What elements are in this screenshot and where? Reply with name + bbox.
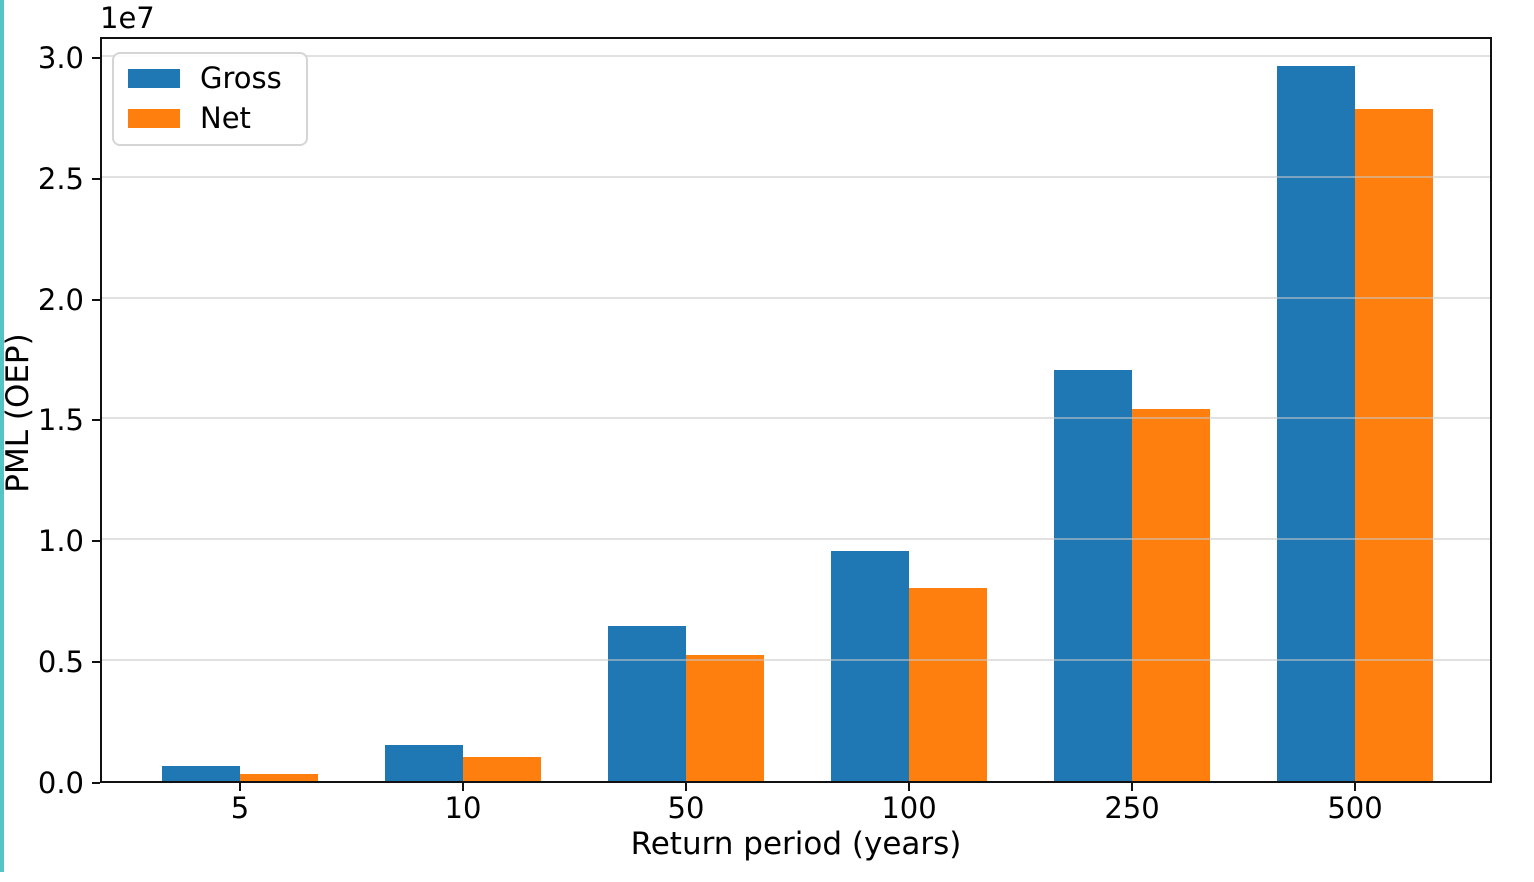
bar-gross-10 <box>385 745 463 781</box>
x-tick-mark-5 <box>239 783 241 791</box>
bar-net-10 <box>463 757 541 781</box>
y-tick-mark-3.0 <box>92 57 100 59</box>
gridline-y-2.0 <box>102 297 1490 299</box>
legend-item-gross: Gross <box>128 62 282 94</box>
bar-net-5 <box>240 774 318 781</box>
bar-gross-250 <box>1054 370 1132 781</box>
y-tick-label-0.5: 0.5 <box>37 645 84 679</box>
gridline-y-3.0 <box>102 55 1490 57</box>
legend-swatch-gross <box>128 68 180 88</box>
x-tick-mark-10 <box>462 783 464 791</box>
x-axis-title: Return period (years) <box>630 826 962 862</box>
x-tick-label-50: 50 <box>667 791 705 825</box>
x-tick-mark-100 <box>908 783 910 791</box>
y-tick-label-1.5: 1.5 <box>37 403 84 437</box>
x-tick-label-500: 500 <box>1327 791 1383 825</box>
legend-item-net: Net <box>128 102 282 134</box>
bar-gross-5 <box>162 766 240 781</box>
y-tick-mark-0.0 <box>92 782 100 784</box>
legend-swatch-net <box>128 108 180 128</box>
x-tick-label-100: 100 <box>881 791 937 825</box>
y-tick-label-0.0: 0.0 <box>37 766 84 800</box>
bar-net-250 <box>1132 409 1210 781</box>
y-tick-mark-1.5 <box>92 419 100 421</box>
y-axis-title: PML (OEP) <box>0 333 36 493</box>
y-tick-mark-2.5 <box>92 178 100 180</box>
x-tick-label-5: 5 <box>230 791 250 825</box>
y-tick-label-1.0: 1.0 <box>37 524 84 558</box>
x-tick-mark-500 <box>1354 783 1356 791</box>
bar-net-100 <box>909 588 987 781</box>
y-tick-label-3.0: 3.0 <box>37 41 84 75</box>
x-tick-label-250: 250 <box>1104 791 1160 825</box>
bar-gross-50 <box>608 626 686 781</box>
gridline-y-1.5 <box>102 417 1490 419</box>
gridline-y-1.0 <box>102 538 1490 540</box>
plot-inner <box>102 39 1490 781</box>
legend: Gross Net <box>112 52 308 146</box>
y-tick-label-2.5: 2.5 <box>37 162 84 196</box>
bar-gross-500 <box>1277 66 1355 781</box>
gridline-y-2.5 <box>102 176 1490 178</box>
y-tick-mark-2.0 <box>92 299 100 301</box>
y-tick-label-2.0: 2.0 <box>37 283 84 317</box>
plot-area <box>100 37 1492 783</box>
x-tick-mark-50 <box>685 783 687 791</box>
window-accent-strip <box>0 0 4 872</box>
bar-net-500 <box>1355 109 1433 781</box>
gridline-y-0.5 <box>102 659 1490 661</box>
bar-gross-100 <box>831 551 909 781</box>
bar-net-50 <box>686 655 764 781</box>
y-tick-mark-1.0 <box>92 540 100 542</box>
legend-label-net: Net <box>200 101 251 135</box>
legend-label-gross: Gross <box>200 61 282 95</box>
y-axis-offset-label: 1e7 <box>100 1 155 35</box>
y-tick-mark-0.5 <box>92 661 100 663</box>
x-tick-mark-250 <box>1131 783 1133 791</box>
x-tick-label-10: 10 <box>444 791 482 825</box>
